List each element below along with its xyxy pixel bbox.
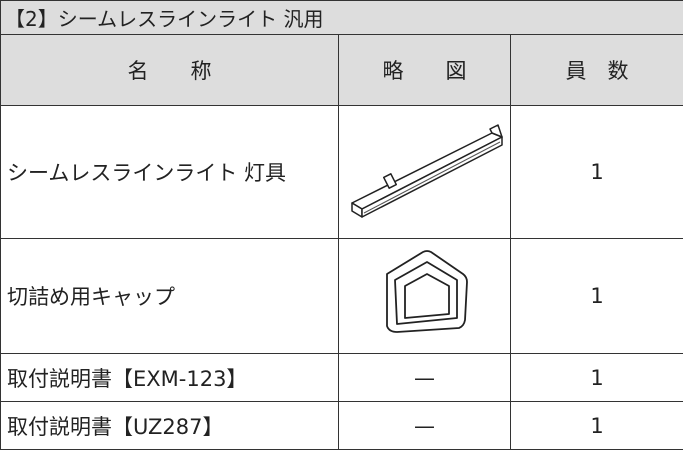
name-cell: 取付説明書【UZ287】 — [0, 401, 339, 450]
table-title: 【2】シームレスラインライト 汎用 — [0, 0, 683, 35]
name-cell: シームレスラインライト 灯具 — [0, 105, 339, 239]
name-cell: 切詰め用キャップ — [0, 238, 339, 354]
count-cell: 1 — [510, 353, 683, 402]
count-cell: 1 — [510, 238, 683, 354]
end-cap-drawing — [385, 250, 468, 333]
sketch-cell: — — [338, 353, 511, 402]
header-cell: 名 称 — [0, 34, 339, 106]
sketch-cell — [338, 238, 511, 354]
name-cell: 取付説明書【EXM-123】 — [0, 353, 339, 402]
count-cell: 1 — [510, 401, 683, 450]
sketch-cell — [338, 105, 511, 239]
header-cell: 員 数 — [510, 34, 683, 106]
light-fixture-drawing — [351, 123, 503, 218]
sketch-cell: — — [338, 401, 511, 450]
count-cell: 1 — [510, 105, 683, 239]
header-cell: 略 図 — [338, 34, 511, 106]
